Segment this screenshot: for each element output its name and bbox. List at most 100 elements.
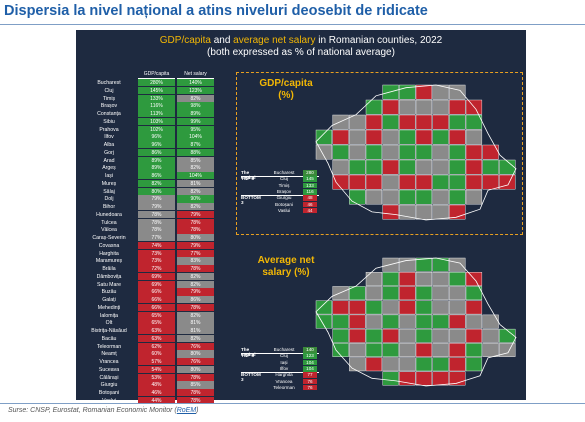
- table-cell-gdp: 96%: [138, 141, 175, 149]
- table-cell-salary: 82%: [177, 187, 214, 195]
- table-row-county: Argeș: [102, 165, 116, 172]
- gdp-map-box: [236, 72, 523, 235]
- gdp-map-county: [465, 159, 483, 175]
- table-row-county: Arad: [103, 157, 115, 164]
- table-cell-salary: 85%: [177, 381, 214, 389]
- chart-title: GDP/capita and average net salary in Rom…: [76, 35, 526, 59]
- legend-group-label: TOP 3: [241, 353, 255, 359]
- legend-value: 140: [303, 347, 317, 353]
- gdp-map-county: [432, 99, 449, 115]
- table-cell-gdp: 78%: [138, 210, 175, 218]
- gdp-map-county: [315, 144, 333, 160]
- table-row-county: Dolj: [104, 196, 114, 203]
- salary-map-county: [332, 328, 349, 343]
- gdp-map-county: [399, 144, 416, 160]
- salary-map-county: [399, 357, 416, 372]
- table-row-county: Teleorman: [96, 343, 122, 350]
- salary-map-county: [449, 328, 466, 343]
- legend-value: 44: [303, 207, 317, 214]
- gdp-map-county: [399, 204, 416, 220]
- salary-map-county: [415, 300, 433, 315]
- salary-map-county: [382, 343, 399, 357]
- table-cell-gdp: 66%: [138, 296, 175, 304]
- salary-map-county: [365, 286, 383, 301]
- table-row-county: Neamț: [101, 351, 117, 358]
- table-cell-salary: 79%: [177, 241, 214, 249]
- table-row-county: Covasna: [98, 242, 120, 249]
- salary-map-county: [415, 328, 433, 343]
- table-row-county: Ilfov: [104, 134, 114, 141]
- salary-map-county: [449, 286, 466, 301]
- table-row-county: Călărași: [99, 374, 119, 381]
- legend-value: 104: [303, 365, 317, 372]
- salary-map-county: [315, 300, 333, 315]
- chart-panel: GDP/capita and average net salary in Rom…: [76, 30, 526, 404]
- table-cell-salary: 82%: [177, 203, 214, 211]
- gdp-map-county: [365, 174, 383, 190]
- salary-map-county: [482, 314, 499, 329]
- table-cell-gdp: 102%: [138, 125, 175, 133]
- table-cell-gdp: 66%: [138, 303, 175, 311]
- gdp-map-county: [365, 159, 383, 175]
- table-row-county: Constanța: [97, 111, 121, 117]
- gdp-map-county: [465, 189, 483, 205]
- table-row-county: Bistrița-Năsăud: [91, 328, 127, 334]
- legend-county: Brașov: [276, 188, 292, 194]
- table-row-county: Dâmbovița: [96, 273, 122, 280]
- gdp-map-county: [399, 189, 416, 205]
- table-cell-gdp: 63%: [138, 334, 175, 342]
- table-row-county: Ialomița: [99, 312, 119, 319]
- salary-map-county: [432, 272, 449, 286]
- salary-map-county: [432, 300, 449, 315]
- table-row-county: Olt: [105, 320, 113, 327]
- table-row-county: Cluj: [104, 87, 114, 94]
- table-cell-gdp: 96%: [138, 133, 175, 141]
- salary-map-county: [332, 314, 349, 329]
- salary-map-county: [449, 314, 466, 329]
- table-row-county: Bihor: [102, 204, 116, 210]
- table-cell-salary: 140%: [177, 79, 214, 87]
- salary-map-county: [315, 314, 333, 329]
- table-cell-gdp: 133%: [138, 94, 175, 102]
- table-cell-salary: 78%: [177, 218, 214, 226]
- table-row-county: Giurgiu: [100, 382, 118, 389]
- salary-map-county: [465, 328, 483, 343]
- salary-map-county: [449, 300, 466, 315]
- table-row-county: Sibiu: [103, 118, 115, 125]
- salary-map-county: [465, 300, 483, 315]
- source-link[interactable]: RoEM: [176, 407, 197, 414]
- salary-map-county: [365, 357, 383, 372]
- gdp-map-county: [465, 114, 483, 130]
- gdp-map-county: [415, 144, 433, 160]
- chart-title-rest: in Romanian counties, 2022: [315, 35, 443, 46]
- table-cell-gdp: 280%: [138, 79, 175, 87]
- table-row-county: Vrancea: [99, 359, 119, 365]
- table-row-county: Alba: [103, 142, 115, 148]
- table-cell-salary: 89%: [177, 110, 214, 118]
- table-cell-salary: 82%: [177, 334, 214, 342]
- table-cell-salary: 78%: [177, 303, 214, 311]
- salary-map-county: [349, 314, 366, 329]
- bottom-divider: [0, 403, 585, 404]
- gdp-map-county: [432, 114, 449, 130]
- gdp-map-county: [432, 204, 449, 220]
- legend-group-label: BOTTOM 3: [241, 195, 261, 206]
- gdp-map-county: [432, 144, 449, 160]
- gdp-map-county: [449, 129, 466, 145]
- legend-county: Bucharest: [273, 347, 295, 352]
- gdp-map-heading-line1: GDP/capita: [259, 78, 313, 89]
- gdp-map-county: [465, 129, 483, 145]
- legend-value: 280: [303, 170, 317, 176]
- gdp-map-heading: GDP/capita (%): [241, 78, 331, 102]
- legend-value: 145: [303, 176, 317, 182]
- gdp-map-county: [382, 144, 399, 160]
- legend-group-label: The capital: [241, 347, 256, 357]
- salary-map-county: [432, 286, 449, 301]
- gdp-map-county: [415, 174, 433, 190]
- gdp-map-county: [349, 114, 366, 130]
- gdp-map-county: [415, 159, 433, 175]
- table-cell-salary: 82%: [177, 280, 214, 288]
- table-row-county: Hunedoara: [96, 211, 122, 218]
- table-cell-gdp: 77%: [138, 234, 175, 242]
- salary-map-heading-line1: Average net: [257, 255, 315, 266]
